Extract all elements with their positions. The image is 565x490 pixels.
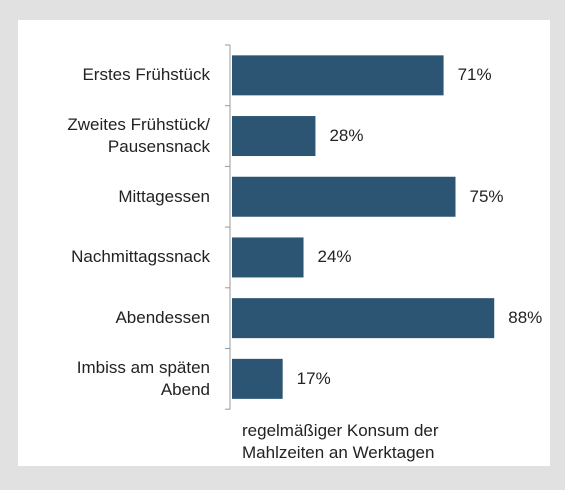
bar: [232, 298, 495, 339]
bar: [232, 55, 444, 96]
category-label: Abendessen: [115, 308, 210, 328]
value-label: 88%: [508, 308, 543, 328]
bar: [232, 237, 304, 278]
value-label: 28%: [329, 126, 364, 146]
value-label: 24%: [317, 247, 352, 267]
value-label: 71%: [457, 65, 492, 85]
category-label: Erstes Frühstück: [82, 65, 210, 85]
x-axis-label: regelmäßiger Konsum der Mahlzeiten an We…: [242, 421, 439, 462]
value-label: 75%: [469, 186, 504, 206]
category-label: Imbiss am späten Abend: [76, 357, 210, 399]
bar: [232, 116, 316, 157]
bar: [232, 176, 456, 217]
category-label: Mittagessen: [118, 186, 210, 206]
bar: [232, 358, 283, 399]
value-label: 17%: [296, 368, 331, 388]
category-label: Nachmittagssnack: [71, 247, 210, 267]
category-label: Zweites Frühstück/ Pausensnack: [67, 115, 210, 157]
